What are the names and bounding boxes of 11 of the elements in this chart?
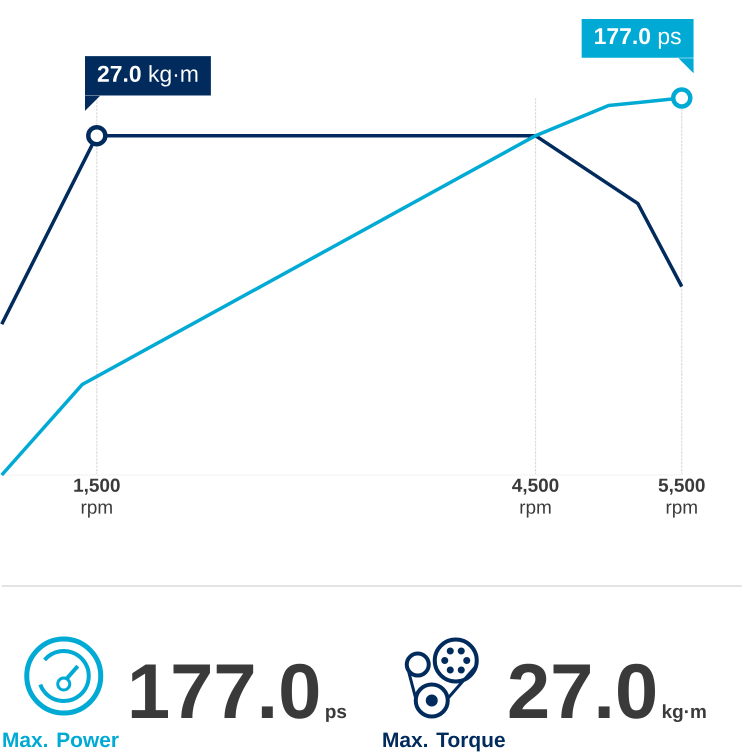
text: ps bbox=[326, 708, 346, 722]
annotation: 27.0 kg·m bbox=[98, 65, 198, 86]
annotation: 177.0 ps bbox=[594, 28, 680, 49]
text: 177.0 bbox=[132, 664, 318, 719]
x-tick-label: 4,500 rpm bbox=[512, 478, 558, 518]
text: kg·m bbox=[662, 704, 706, 722]
text: 27.0 bbox=[509, 664, 655, 719]
x-tick-label: 5,500 rpm bbox=[658, 478, 704, 518]
x-tick-label: 1,500 rpm bbox=[74, 478, 120, 518]
text: Max. Torque bbox=[383, 732, 505, 752]
text: Max. Power bbox=[3, 732, 118, 748]
